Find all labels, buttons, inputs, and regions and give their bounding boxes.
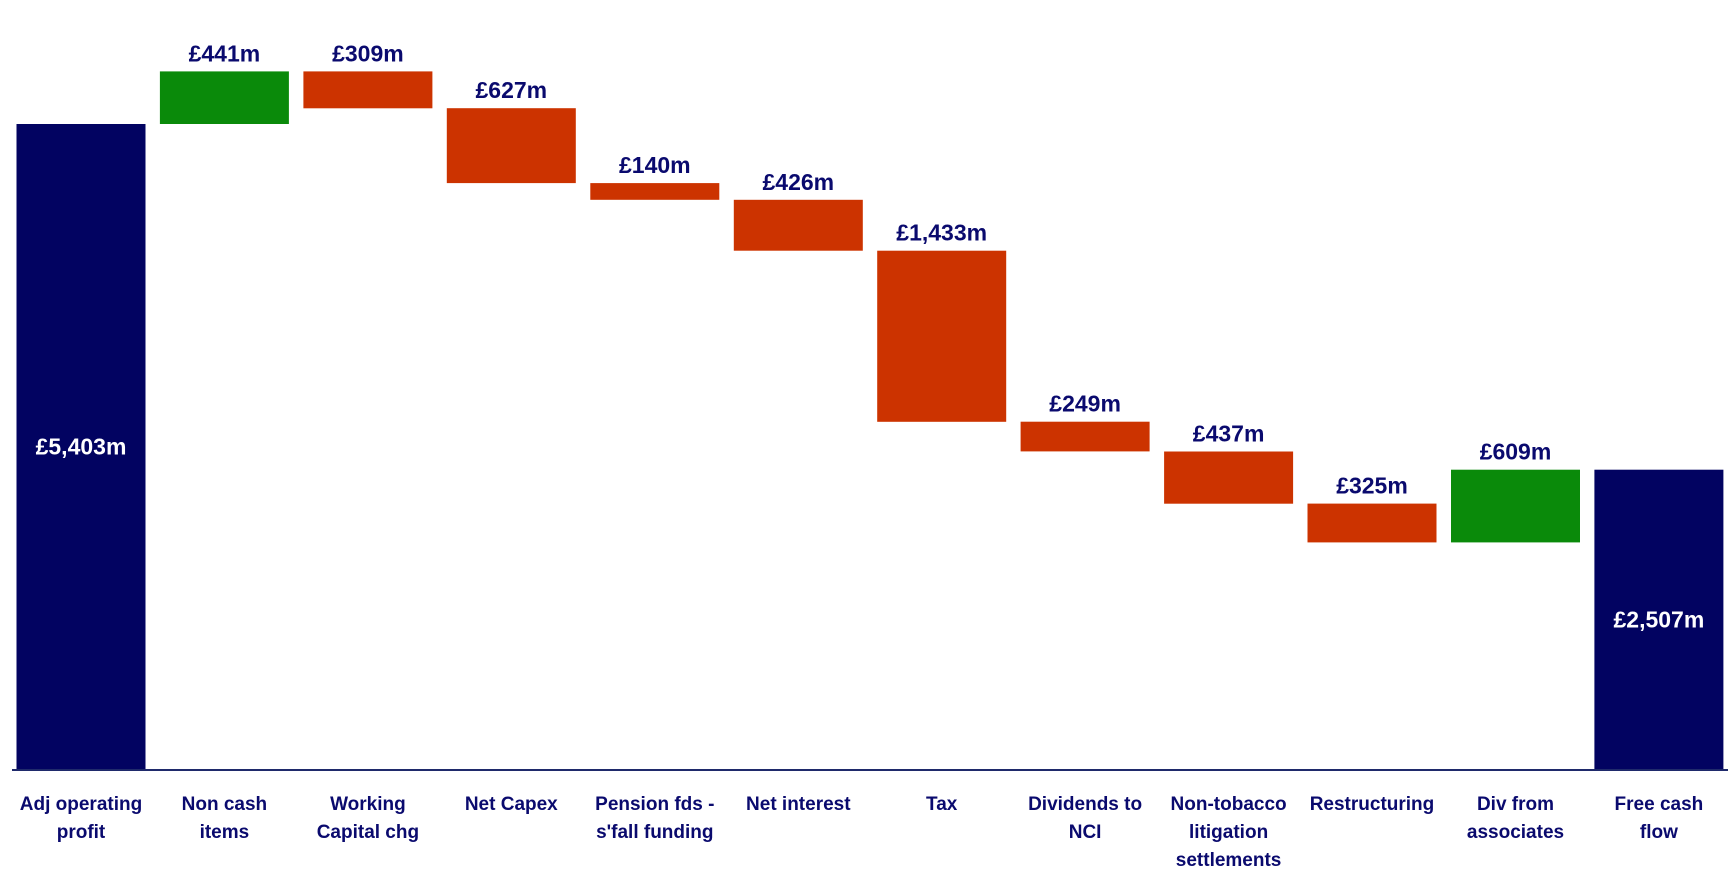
value-label-div-from-associates: £609m <box>1480 439 1552 465</box>
category-label-line: s'fall funding <box>596 822 713 843</box>
category-label-line: litigation <box>1189 822 1268 843</box>
category-label-tax: Tax <box>926 794 958 815</box>
category-label-non-cash-items: Non cash items <box>182 794 268 843</box>
category-label-line: settlements <box>1176 850 1282 871</box>
category-label-div-from-associates: Div from associates <box>1467 794 1564 843</box>
category-label-line: Tax <box>926 794 958 815</box>
category-label-dividends-to-nci: Dividends to NCI <box>1028 794 1142 843</box>
category-label-line: NCI <box>1069 822 1102 843</box>
bar-non-tobacco-litigation-settlements <box>1164 451 1294 504</box>
category-label-line: Net Capex <box>465 794 558 815</box>
category-labels-group: Adj operating profit Non cash items Working C… <box>20 794 1703 871</box>
category-label-line: Restructuring <box>1310 794 1435 815</box>
value-label-net-interest: £426m <box>762 169 834 195</box>
bar-net-interest <box>733 199 863 251</box>
bar-adj-operating-profit <box>16 124 146 769</box>
bar-free-cash-flow <box>1594 469 1724 769</box>
value-label-dividends-to-nci: £249m <box>1049 391 1121 417</box>
category-label-line: Non-tobacco <box>1171 794 1287 815</box>
category-label-line: profit <box>57 822 106 843</box>
category-label-line: Free cash <box>1615 794 1704 815</box>
category-label-line: Capital chg <box>317 822 419 843</box>
category-label-pension-fds-s-fall-funding: Pension fds - s'fall funding <box>595 794 714 843</box>
category-label-working-capital-chg: Working Capital chg <box>317 794 419 843</box>
bar-pension-fds-s-fall-funding <box>590 183 720 200</box>
value-label-working-capital-chg: £309m <box>332 40 404 66</box>
value-label-tax: £1,433m <box>896 220 987 246</box>
category-label-line: flow <box>1640 822 1678 843</box>
category-label-line: Pension fds - <box>595 794 714 815</box>
category-label-line: Non cash <box>182 794 268 815</box>
value-label-non-tobacco-litigation-settlements: £437m <box>1193 421 1265 447</box>
value-label-net-capex: £627m <box>475 77 547 103</box>
category-label-restructuring: Restructuring <box>1310 794 1435 815</box>
category-label-line: Div from <box>1477 794 1554 815</box>
value-label-free-cash-flow: £2,507m <box>1613 606 1704 632</box>
category-label-line: Adj operating <box>20 794 142 815</box>
category-label-net-capex: Net Capex <box>465 794 558 815</box>
bar-net-capex <box>446 108 576 184</box>
bar-non-cash-items <box>159 71 289 124</box>
category-label-free-cash-flow: Free cash flow <box>1615 794 1704 843</box>
bar-working-capital-chg <box>303 71 433 109</box>
category-label-non-tobacco-litigation-settlements: Non-tobacco litigation settlements <box>1171 794 1287 871</box>
category-label-line: items <box>200 822 250 843</box>
category-label-adj-operating-profit: Adj operating profit <box>20 794 142 843</box>
bars-group <box>16 71 1724 769</box>
category-label-line: Working <box>330 794 406 815</box>
bar-dividends-to-nci <box>1020 421 1150 452</box>
category-label-line: Dividends to <box>1028 794 1142 815</box>
bar-div-from-associates <box>1451 469 1580 543</box>
value-label-non-cash-items: £441m <box>189 40 261 66</box>
category-label-net-interest: Net interest <box>746 794 851 815</box>
bar-restructuring <box>1307 503 1437 543</box>
value-label-adj-operating-profit: £5,403m <box>36 434 127 460</box>
value-label-pension-fds-s-fall-funding: £140m <box>619 152 691 178</box>
category-label-line: Net interest <box>746 794 851 815</box>
bar-tax <box>877 250 1007 422</box>
value-label-restructuring: £325m <box>1336 473 1408 499</box>
category-label-line: associates <box>1467 822 1564 843</box>
value-labels-group: £5,403m £441m £309m £627m £140m £426m £1,433m £… <box>36 40 1705 632</box>
